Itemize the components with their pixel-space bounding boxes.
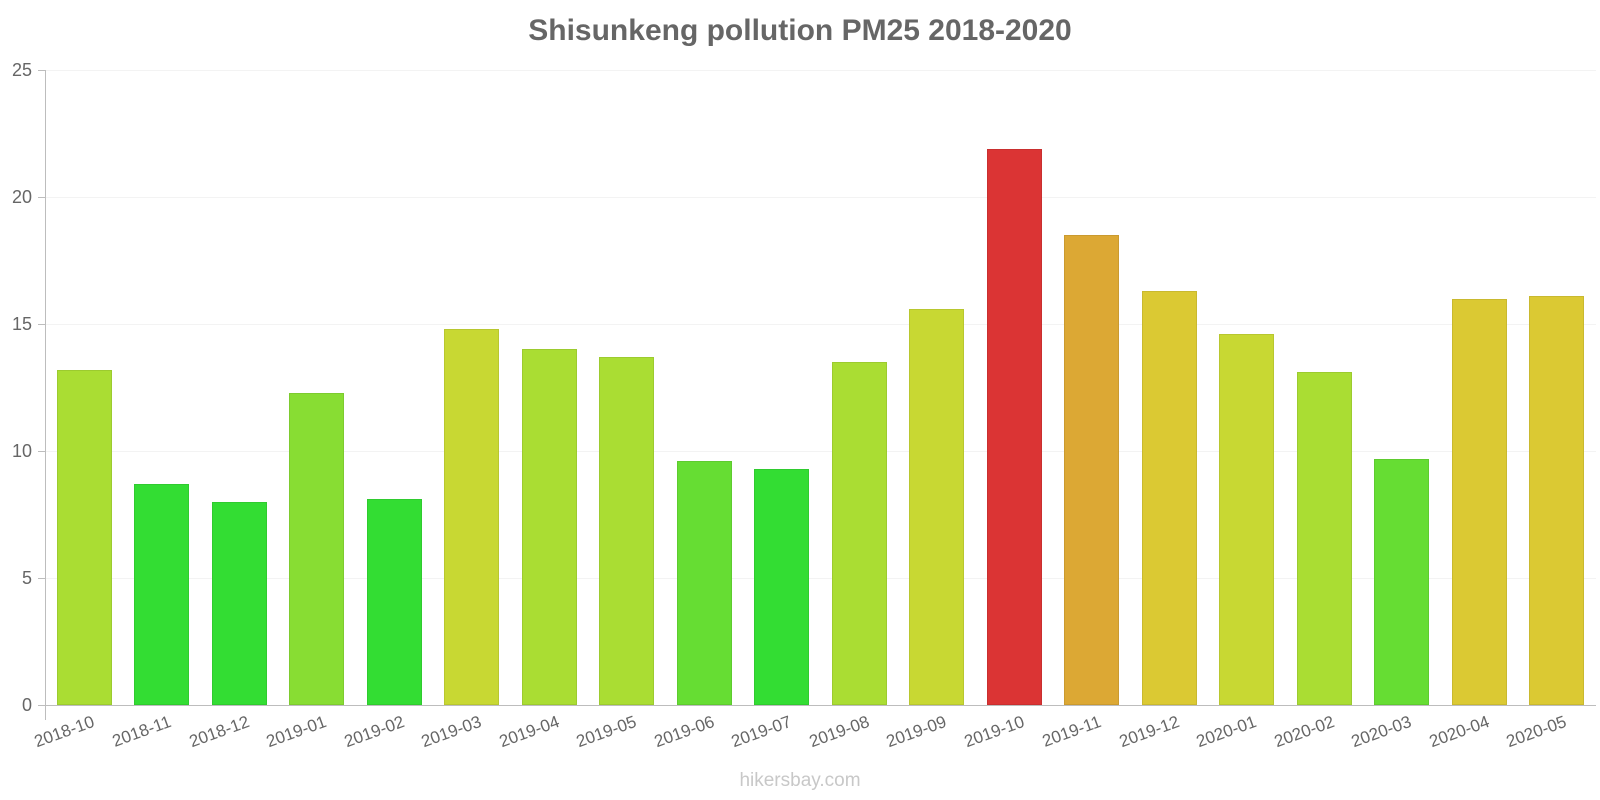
bar-2019-02[interactable] <box>366 499 422 705</box>
y-tick-mark <box>38 70 46 71</box>
gridline <box>46 324 1596 325</box>
bar-2019-10[interactable] <box>986 148 1042 705</box>
y-tick-mark <box>38 197 46 198</box>
y-tick-label: 10 <box>11 441 32 461</box>
y-axis-line <box>45 70 46 720</box>
source-watermark: hikersbay.com <box>739 770 861 791</box>
gridline <box>46 70 1596 71</box>
x-axis-line <box>38 705 1596 706</box>
x-tick-label: 2020-01 <box>1193 712 1259 752</box>
bar-2020-01[interactable] <box>1219 334 1274 705</box>
x-tick-label: 2020-05 <box>1503 712 1569 752</box>
x-tick-label: 2019-03 <box>418 712 484 752</box>
bar-2020-02[interactable] <box>1296 372 1352 705</box>
x-tick-label: 2019-06 <box>651 712 717 752</box>
x-tick-label: 2020-04 <box>1426 712 1492 752</box>
bar-2019-08[interactable] <box>831 362 887 705</box>
plot-area <box>46 70 1596 705</box>
y-tick-label: 0 <box>21 695 32 715</box>
bar-2019-06[interactable] <box>676 461 732 705</box>
bar-2019-07[interactable] <box>754 468 809 705</box>
x-tick-label: 2018-10 <box>31 712 97 752</box>
bar-2019-04[interactable] <box>521 349 577 705</box>
bar-2019-01[interactable] <box>289 392 344 705</box>
y-tick-label: 20 <box>11 187 32 207</box>
y-tick-label: 25 <box>11 60 32 80</box>
gridline <box>46 197 1596 198</box>
bar-2020-04[interactable] <box>1451 298 1507 705</box>
gridline <box>46 578 1596 579</box>
bar-2018-10[interactable] <box>56 369 112 705</box>
bar-2020-05[interactable] <box>1529 296 1584 705</box>
y-tick-label: 5 <box>21 568 32 588</box>
x-tick-label: 2018-11 <box>110 712 174 751</box>
y-tick-label: 15 <box>11 314 32 334</box>
x-tick-label: 2019-04 <box>496 712 562 752</box>
bar-2019-09[interactable] <box>909 308 964 705</box>
x-tick-label: 2019-02 <box>341 712 407 752</box>
x-tick-label: 2018-12 <box>186 712 252 752</box>
x-tick-label: 2019-09 <box>883 712 949 752</box>
x-tick-label: 2019-11 <box>1040 712 1104 751</box>
y-tick-mark <box>38 578 46 579</box>
gridline <box>46 451 1596 452</box>
bar-2019-05[interactable] <box>599 357 654 705</box>
bar-2020-03[interactable] <box>1374 458 1429 705</box>
x-tick-label: 2019-07 <box>728 712 794 752</box>
x-tick-label: 2019-01 <box>263 712 329 752</box>
x-tick-label: 2019-10 <box>961 712 1027 752</box>
bar-2019-11[interactable] <box>1064 235 1119 705</box>
y-tick-mark <box>38 324 46 325</box>
chart-title: Shisunkeng pollution PM25 2018-2020 <box>528 14 1072 47</box>
x-tick-label: 2020-03 <box>1348 712 1414 752</box>
x-tick-label: 2019-12 <box>1116 712 1182 752</box>
x-tick-label: 2019-05 <box>573 712 639 752</box>
x-tick-label: 2019-08 <box>806 712 872 752</box>
x-tick-label: 2020-02 <box>1271 712 1337 752</box>
bar-2019-03[interactable] <box>444 329 499 705</box>
bar-2019-12[interactable] <box>1141 290 1197 705</box>
bar-2018-11[interactable] <box>134 484 189 705</box>
bar-2018-12[interactable] <box>211 501 267 705</box>
y-tick-mark <box>38 451 46 452</box>
